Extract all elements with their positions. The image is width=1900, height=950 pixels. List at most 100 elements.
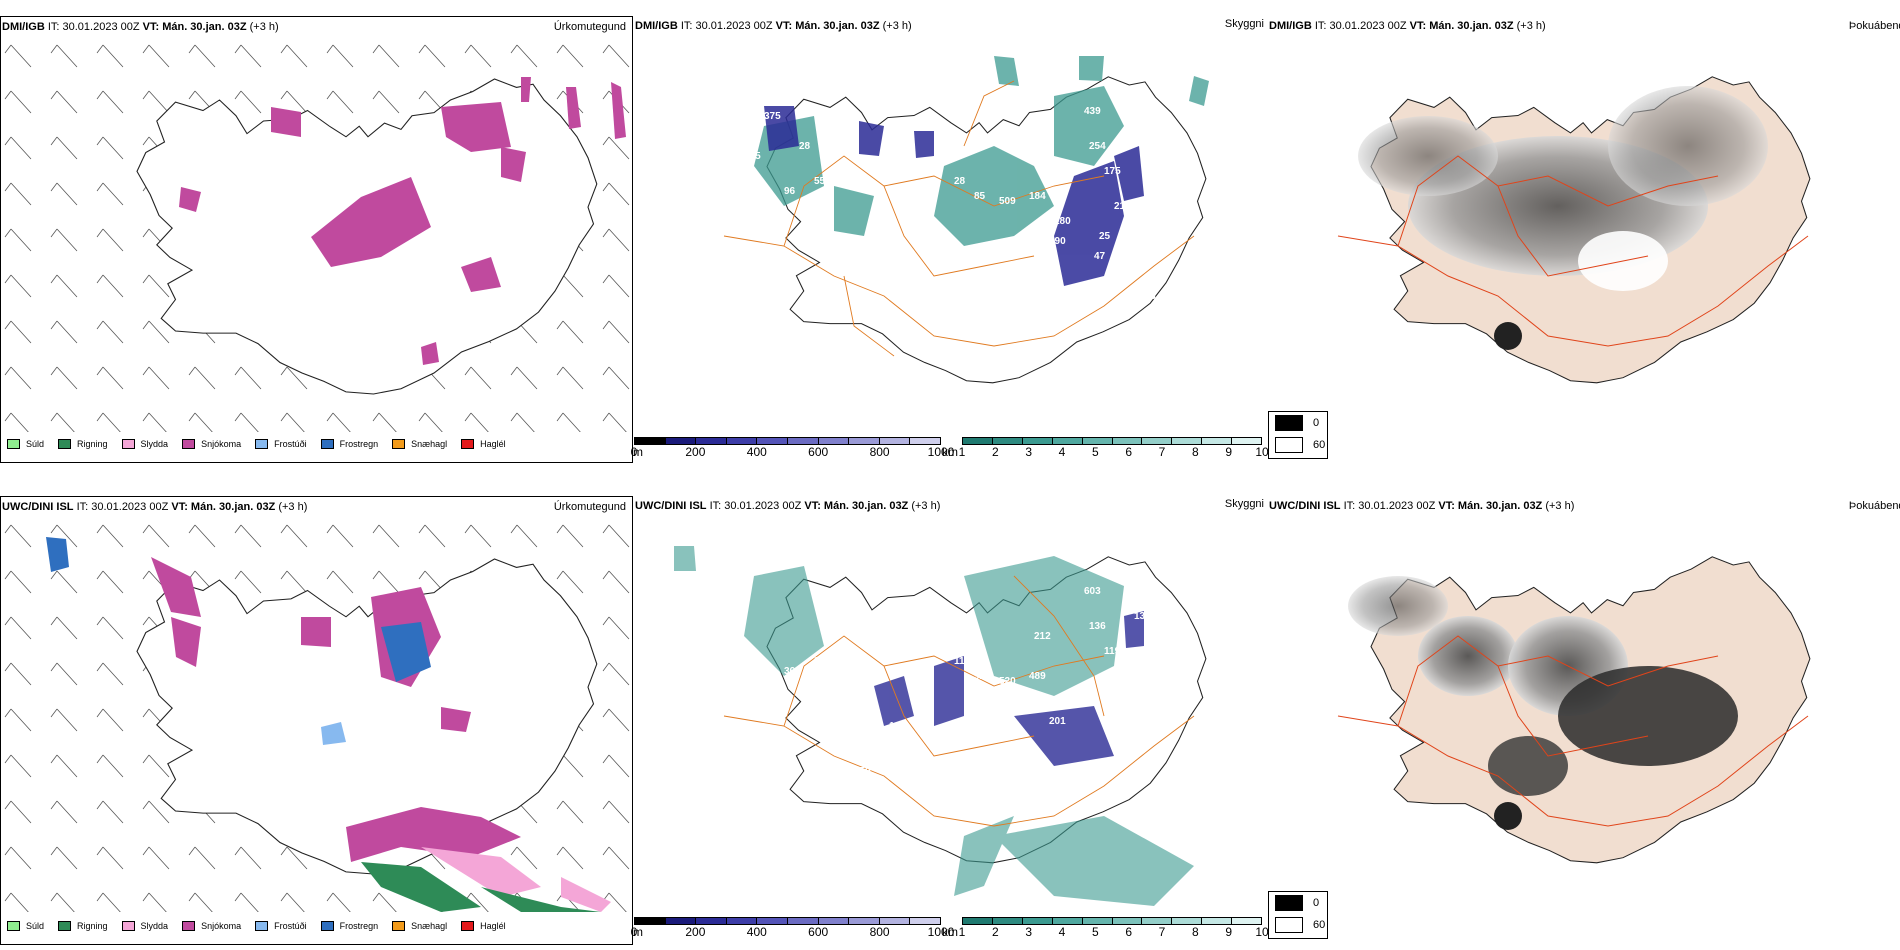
visibility-point-label: 130 [1134,611,1151,622]
legend-item: Frostregn [320,439,378,449]
legend-swatch [182,439,196,449]
top-fog-panel: DMI/IGB IT: 30.01.2023 00Z VT: Mán. 30.j… [1268,16,1900,463]
colorbar-tick-label: 2 [991,925,999,939]
precip-areas [46,537,611,912]
fog-legend-swatch [1275,437,1303,453]
top-visibility-colorbar: 1 2 3 4 5 6 7 8 9 10 km [942,437,1269,459]
colorbar-block [665,918,697,924]
colorbar-tick-label: 1 [958,445,966,459]
colorbar-tick-label: 3 [1025,925,1032,939]
colorbar-block [635,438,666,444]
visibility-point-label: 365 [784,666,801,677]
colorbar-ticks: 1 2 3 4 5 6 7 8 9 10 [958,925,1269,939]
visibility-point-label: 568 [1054,696,1071,707]
visibility-point-label: 216 [1114,301,1131,312]
colorbar-tick-label: 4 [1058,925,1066,939]
visibility-point-label: 96 [784,186,796,197]
legend-item: Súld [7,921,44,931]
fog-legend-swatch [1275,917,1303,933]
bottom-precip-right-title: Úrkomutegund [553,501,626,513]
legend-swatch [461,921,475,931]
bottom-fog-map [1337,556,1811,864]
colorbar-tick-label: 3 [1025,445,1032,459]
visibility-point-label: 85 [974,191,986,202]
top-fog-legend: 0 60 [1268,411,1328,459]
visibility-point-label: 25 [1099,231,1111,242]
top-precip-legend: Súld Rigning Slydda Snjókoma Frostúði Fr… [7,439,520,449]
visibility-point-label: 254 [1089,141,1106,152]
bottom-visibility-point-labels: 365 85 366 96 160 52 116 159 147 116 927 520 489 568 2… [634,516,1264,911]
colorbar-tick-label: 800 [869,445,890,459]
top-visibility-point-labels: 375 105 28 96 551 96 342 107 29 205 7 32 28 85 509 184 1… [634,36,1264,431]
legend-swatch [392,439,406,449]
visibility-point-label: 159 [854,766,871,777]
visibility-point-label: 216 [1114,201,1131,212]
colorbar-block [635,918,666,924]
visibility-point-label: 107 [754,251,771,262]
visibility-point-label: 96 [824,721,836,732]
colorbar-tick-label: 10 [1255,445,1269,459]
colorbar-tick-label: 1000 [927,925,955,939]
visibility-point-label: 375 [764,111,781,122]
colorbar-block [1142,438,1173,444]
legend-item: Rigning [58,439,108,449]
visibility-point-label: 15 [1179,211,1191,222]
cloud-base-fields [764,106,1144,286]
colorbar-ticks: 0 200 400 600 800 1000 [630,925,955,939]
visibility-point-label: 551 [814,176,831,187]
legend-item: Súld [7,439,44,449]
bottom-visibility-colorbar: 1 2 3 4 5 6 7 8 9 10 km [942,917,1269,939]
colorbar-tick-label: 200 [685,445,706,459]
legend-item: Snæhagl [392,439,447,449]
visibility-point-label: 147 [924,761,941,772]
colorbar-tick-label: 5 [1091,445,1099,459]
top-visibility-title: DMI/IGB IT: 30.01.2023 00Z VT: Mán. 30.j… [635,20,912,32]
colorbar-tick-label: 6 [1125,925,1132,939]
colorbar-tick-label: 8 [1191,925,1199,939]
visibility-point-label: 32 [924,281,936,292]
colorbar-block [879,918,911,924]
visibility-point-label: 7 [854,286,860,297]
visibility-point-label: 28 [799,141,811,152]
road-network [723,80,1195,357]
legend-item: Snæhagl [392,921,447,931]
colorbar-block [818,918,850,924]
colorbar-tick-label: 400 [746,925,767,939]
bottom-visibility-panel: UWC/DINI ISL IT: 30.01.2023 00Z VT: Mán.… [630,496,1269,945]
legend-item: Frostúði [255,439,307,449]
colorbar-block [726,438,758,444]
bottom-visibility-right-title: Skyggni [1224,498,1264,510]
legend-item: Snjókoma [182,921,241,931]
colorbar-tick-label: 4 [1058,445,1066,459]
bottom-fog-title: UWC/DINI ISL IT: 30.01.2023 00Z VT: Mán.… [1269,500,1575,512]
colorbar-tick-label: 6 [1125,445,1132,459]
fog-legend-row: 0 [1269,892,1327,914]
colorbar-block [910,438,940,444]
colorbar-tick-label: 0 [630,925,638,939]
colorbar-block [1022,438,1053,444]
visibility-point-label: 212 [1034,631,1051,642]
legend-item: Slydda [121,439,168,449]
colorbar-tick-label: 600 [808,445,829,459]
legend-swatch [58,439,72,449]
colorbar-tick-label: 10 [1255,925,1269,939]
cloud-base-fields [874,611,1144,766]
visibility-point-label: 342 [824,241,841,252]
colorbar-block [1082,918,1113,924]
colorbar-ticks: 1 2 3 4 5 6 7 8 9 10 [958,445,1269,459]
colorbar-tick-label: 8 [1191,445,1199,459]
colorbar-block [879,438,911,444]
fog-legend-swatch [1275,895,1303,911]
legend-item: Haglél [461,921,506,931]
visibility-point-label: 247 [1104,356,1121,367]
colorbar-block [818,438,850,444]
fog-road-network [1337,155,1809,347]
colorbar-tick-label: 1 [958,925,966,939]
colorbar-block [992,438,1023,444]
colorbar-tick-label: 9 [1225,445,1232,459]
legend-item: Frostúði [255,921,307,931]
visibility-point-label: 8 [1169,226,1175,237]
fog-index-fields [1358,86,1768,350]
visibility-point-label: 11 [1174,181,1185,192]
colorbar-blocks [962,917,1262,925]
